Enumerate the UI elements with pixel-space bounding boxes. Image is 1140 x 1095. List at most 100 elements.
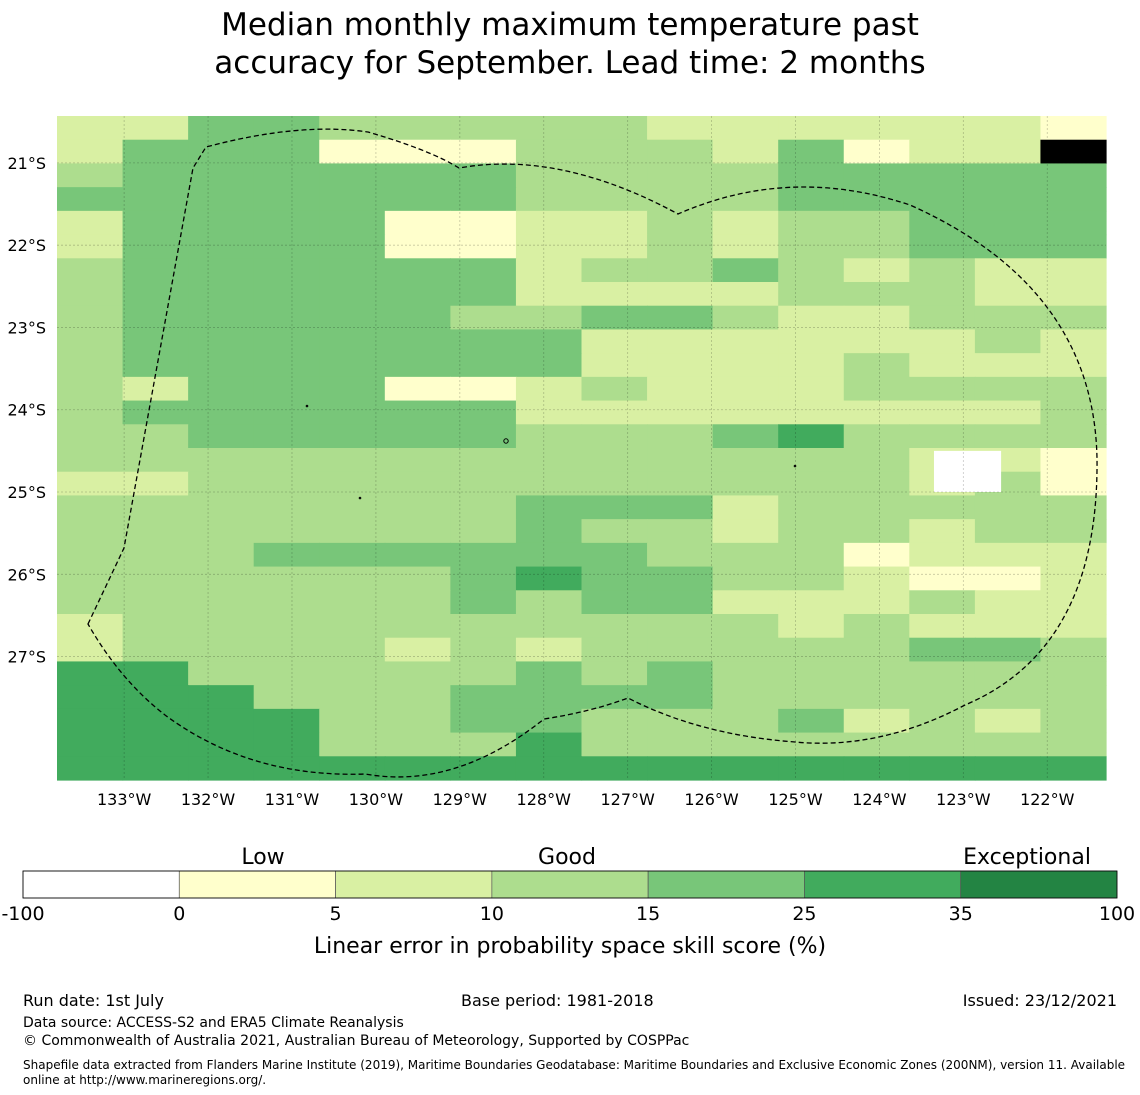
grid-cell — [384, 471, 451, 497]
grid-cell — [974, 234, 1042, 259]
grid-cell — [450, 542, 517, 568]
island-markers — [305, 404, 797, 500]
grid-cell — [253, 139, 320, 165]
grid-cell — [1040, 234, 1107, 259]
grid-cell — [253, 614, 320, 639]
grid-cell — [581, 282, 648, 307]
grid-cell — [450, 661, 517, 686]
grid-cell — [778, 614, 845, 639]
grid-cell-negative — [933, 450, 1002, 493]
grid-cell — [974, 732, 1042, 757]
grid-cell — [450, 566, 517, 591]
grid-cell — [253, 305, 320, 331]
grid-cell — [1040, 305, 1107, 331]
grid-cell — [57, 139, 124, 165]
grid-cell — [581, 495, 648, 520]
grid-cell — [581, 542, 648, 568]
grid-cell — [57, 305, 124, 331]
grid-cell — [843, 471, 910, 497]
grid-cell — [581, 376, 648, 402]
grid-cell — [319, 282, 386, 307]
grid-cell — [253, 685, 320, 710]
grid-cell — [57, 424, 124, 449]
grid-cell — [57, 519, 124, 544]
grid-cell — [122, 566, 189, 591]
grid-cell — [122, 685, 189, 710]
grid-cell — [647, 732, 714, 757]
grid-cell — [188, 614, 255, 639]
grid-cell — [450, 187, 517, 212]
grid-cell — [909, 519, 976, 544]
grid-cell — [581, 471, 648, 497]
grid-cell — [974, 590, 1042, 615]
grid-cell — [319, 116, 386, 141]
grid-cell — [647, 329, 714, 354]
grid-cell — [647, 614, 714, 639]
grid-cell — [909, 282, 976, 307]
grid-cell — [843, 495, 910, 520]
longitude-tick-label: 130°W — [349, 790, 404, 809]
grid-cell — [974, 424, 1042, 449]
grid-cell — [974, 376, 1042, 402]
colorbar-bin — [178, 870, 336, 899]
grid-cell — [319, 210, 386, 236]
grid-cell — [319, 424, 386, 449]
grid-cell — [581, 187, 648, 212]
grid-cell — [319, 566, 386, 591]
grid-cell — [57, 614, 124, 639]
grid-cell — [319, 661, 386, 686]
grid-cell — [974, 282, 1042, 307]
grid-cell — [647, 234, 714, 259]
grid-cell — [712, 163, 779, 188]
grid-cell — [450, 637, 517, 663]
grid-cell — [647, 471, 714, 497]
longitude-tick-label: 129°W — [433, 790, 488, 809]
grid-cell — [647, 258, 714, 283]
grid-cell — [188, 282, 255, 307]
grid-cell — [647, 685, 714, 710]
grid-cell — [188, 542, 255, 568]
grid-cell — [843, 661, 910, 686]
colorbar-bin — [491, 870, 649, 899]
grid-cell — [909, 637, 976, 663]
grid-cell — [843, 756, 910, 781]
grid-cell — [188, 637, 255, 663]
grid-cell — [188, 163, 255, 188]
grid-cell — [1040, 282, 1107, 307]
grid-cell — [909, 139, 976, 165]
grid-cell — [188, 258, 255, 283]
grid-cell — [515, 329, 583, 354]
grid-cell — [909, 329, 976, 354]
colorbar-tick-label: -100 — [1, 903, 44, 925]
base-period: Base period: 1981-2018 — [461, 991, 654, 1010]
grid-cell — [712, 756, 779, 781]
grid-cell — [188, 708, 255, 734]
grid-cell — [712, 376, 779, 402]
grid-cell — [647, 756, 714, 781]
grid-cell — [515, 400, 583, 425]
grid-cell — [450, 519, 517, 544]
grid-cell — [188, 590, 255, 615]
run-date: Run date: 1st July — [23, 991, 164, 1010]
grid-cell — [712, 139, 779, 165]
grid-cell — [188, 234, 255, 259]
grid-cell — [319, 139, 386, 165]
grid-cell — [647, 376, 714, 402]
grid-cell — [712, 637, 779, 663]
grid-cell — [909, 542, 976, 568]
grid-cell — [384, 400, 451, 425]
grid-cell — [122, 305, 189, 331]
map-title-line-1: Median monthly maximum temperature past — [221, 7, 919, 43]
grid-cell — [57, 376, 124, 402]
grid-cell — [647, 353, 714, 378]
grid-cell — [515, 519, 583, 544]
grid-cell — [57, 116, 124, 141]
grid-cell — [253, 353, 320, 378]
grid-cell — [188, 519, 255, 544]
grid-cell — [384, 756, 451, 781]
grid-cell — [909, 400, 976, 425]
grid-cell — [384, 566, 451, 591]
grid-cell — [581, 566, 648, 591]
grid-cell — [581, 519, 648, 544]
grid-cell — [384, 448, 451, 473]
